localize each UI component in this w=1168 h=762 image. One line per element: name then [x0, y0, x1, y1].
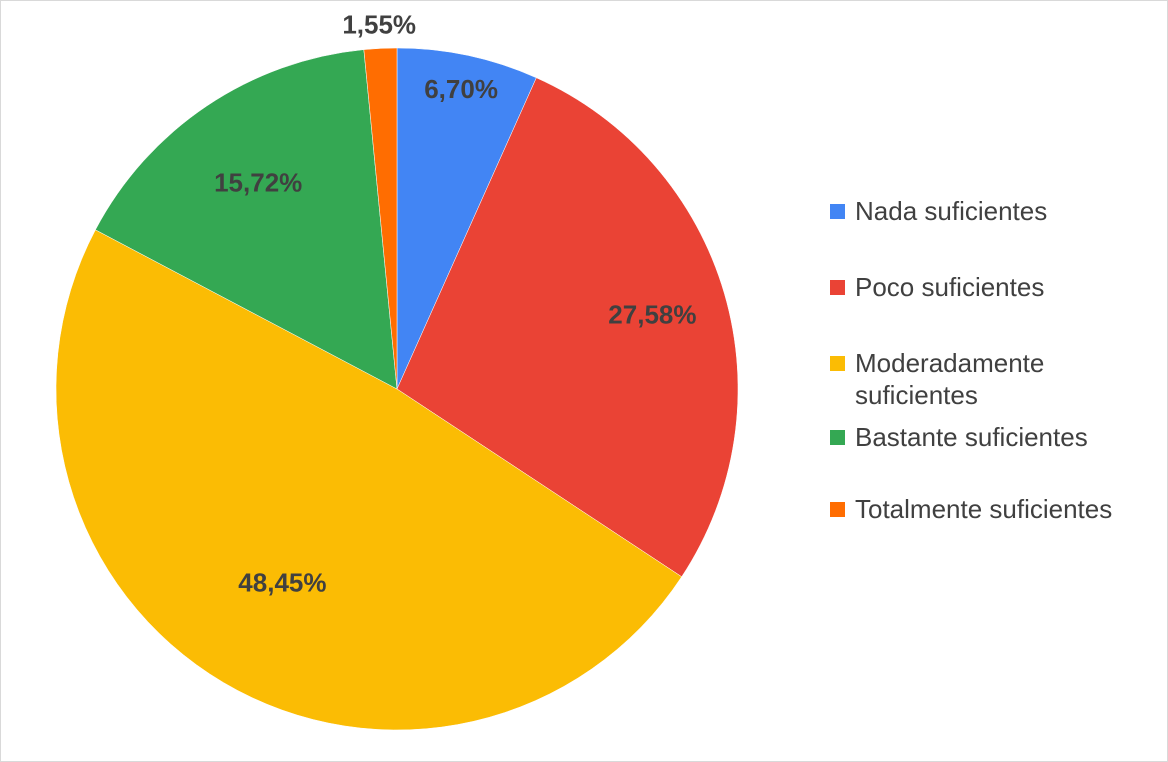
legend-swatch [830, 204, 845, 219]
pie-slice-4 [363, 47, 398, 390]
pie-slice-2 [55, 229, 683, 731]
data-label-4: 1,55% [342, 10, 416, 40]
data-label-3: 15,72% [214, 167, 302, 197]
legend-label: Poco suficientes [855, 272, 1045, 302]
legend-item-moderadamente: Moderadamente suficientes [830, 347, 1160, 411]
legend-item-totalmente: Totalmente suficientes [830, 493, 1160, 525]
legend-label: Moderadamente suficientes [855, 348, 1045, 410]
legend-label: Bastante suficientes [855, 422, 1088, 452]
legend-item-nada: Nada suficientes [830, 195, 1160, 227]
pie-slice-0 [396, 47, 537, 390]
pie-slice-3 [95, 49, 398, 390]
legend-label: Totalmente suficientes [855, 494, 1113, 524]
legend-swatch [830, 280, 845, 295]
legend-swatch [830, 502, 845, 517]
legend-item-poco: Poco suficientes [830, 271, 1160, 303]
legend: Nada suficientes Poco suficientes Modera… [830, 195, 1160, 525]
pie-slices [55, 47, 739, 731]
data-label-0: 6,70% [424, 74, 498, 104]
legend-label: Nada suficientes [855, 196, 1048, 226]
legend-item-bastante: Bastante suficientes [830, 421, 1160, 453]
legend-swatch [830, 430, 845, 445]
legend-swatch [830, 356, 845, 371]
data-label-1: 27,58% [608, 300, 696, 330]
pie-slice-1 [396, 77, 739, 578]
pie-data-labels: 6,70% 27,58% 48,45% 15,72% 1,55% [214, 10, 696, 598]
data-label-2: 48,45% [238, 568, 326, 598]
